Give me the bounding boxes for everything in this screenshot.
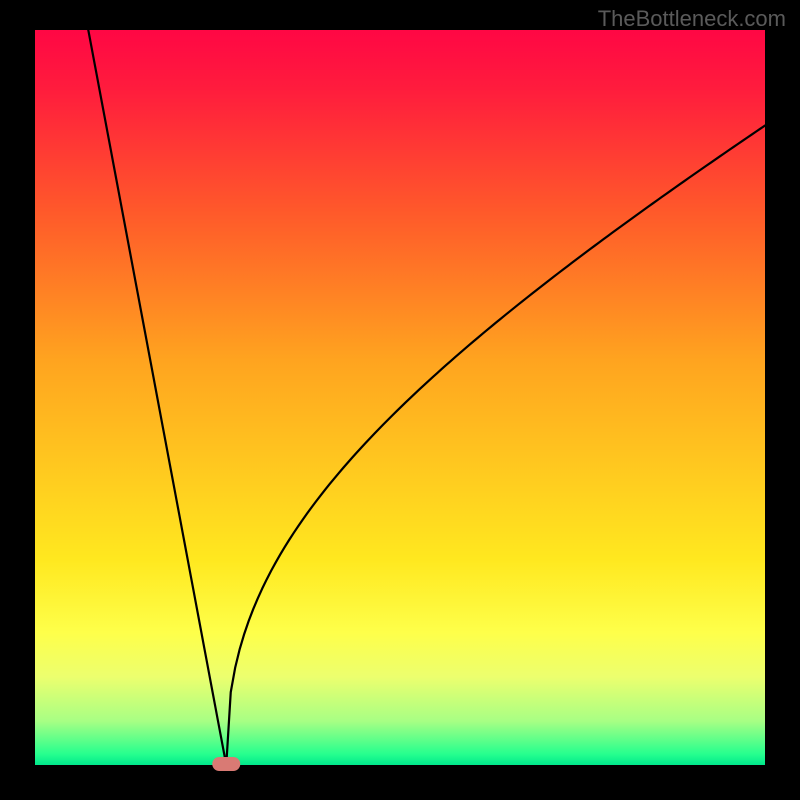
gradient-background [35,30,765,765]
stage: TheBottleneck.com [0,0,800,800]
watermark-text: TheBottleneck.com [598,6,786,32]
min-marker [212,757,240,771]
gradient-plot [0,0,800,800]
